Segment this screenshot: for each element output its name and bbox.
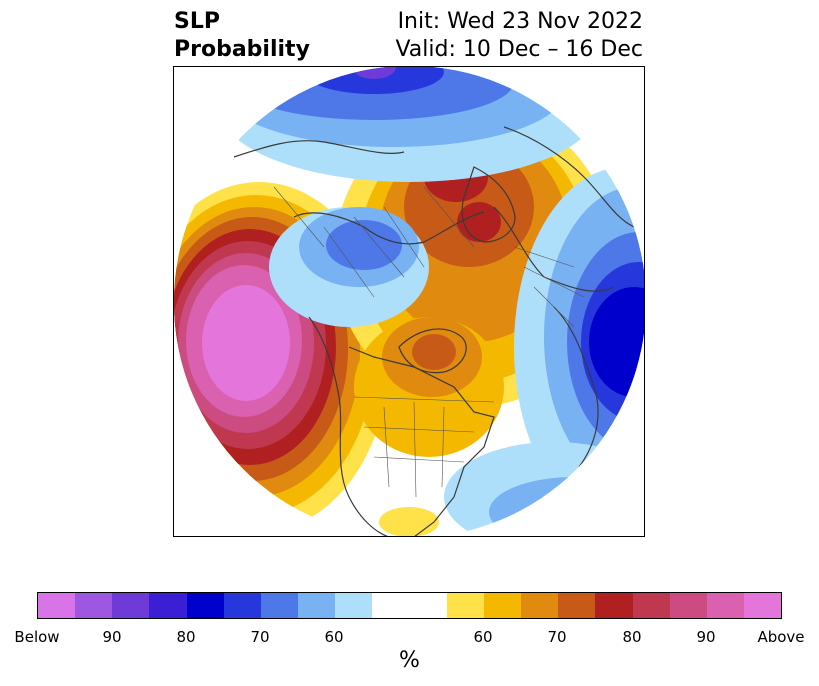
title-line-2: Probability xyxy=(174,37,310,62)
polar-map xyxy=(174,67,644,536)
colorbar-ticks: Below 90 80 70 60 60 70 80 90 Above xyxy=(0,628,819,648)
colorbar-tick-label: Above xyxy=(757,628,805,646)
colorbar-segment xyxy=(483,593,522,618)
colorbar-tick-label: Below xyxy=(14,628,60,646)
colorbar-segment xyxy=(149,593,187,618)
colorbar-segment xyxy=(38,593,76,618)
title-line-1: SLP xyxy=(174,9,220,34)
colorbar-segment xyxy=(595,593,633,618)
init-date: Init: Wed 23 Nov 2022 xyxy=(397,9,643,34)
colorbar-segment xyxy=(298,593,336,618)
colorbar-segment xyxy=(223,593,261,618)
asia-low-region xyxy=(269,207,429,327)
map-panel xyxy=(173,66,645,537)
colorbar-tick-label: 60 xyxy=(324,628,344,646)
colorbar-segment xyxy=(75,593,113,618)
colorbar-segment xyxy=(409,593,447,618)
colorbar-segment xyxy=(335,593,373,618)
colorbar-tick-label: 70 xyxy=(250,628,270,646)
colorbar-segment xyxy=(521,593,559,618)
valid-range: Valid: 10 Dec – 16 Dec xyxy=(395,37,643,62)
colorbar-segment xyxy=(112,593,150,618)
colorbar-tick-label: 80 xyxy=(622,628,642,646)
colorbar-label: % xyxy=(399,648,420,673)
colorbar-tick-label: 70 xyxy=(547,628,567,646)
colorbar-tick-label: 60 xyxy=(473,628,493,646)
colorbar xyxy=(37,592,782,619)
colorbar-tick-label: 80 xyxy=(176,628,196,646)
colorbar-segment xyxy=(706,593,744,618)
colorbar-segment xyxy=(743,593,782,618)
title-left: SLP Probability xyxy=(174,8,310,64)
caribbean-patch xyxy=(379,507,439,536)
europe-low-region xyxy=(514,167,644,527)
borders xyxy=(273,186,585,498)
colorbar-segment xyxy=(186,593,224,618)
colorbar-tick-label: 90 xyxy=(102,628,122,646)
colorbar-segment xyxy=(372,593,410,618)
colorbar-tick-label: 90 xyxy=(696,628,716,646)
colorbar-segment xyxy=(558,593,596,618)
colorbar-segment xyxy=(632,593,670,618)
canada-high-region xyxy=(354,317,504,457)
colorbar-segment xyxy=(669,593,707,618)
coastlines xyxy=(233,126,635,536)
colorbar-segment xyxy=(260,593,299,618)
colorbar-segment xyxy=(446,593,484,618)
title-right: Init: Wed 23 Nov 2022 Valid: 10 Dec – 16… xyxy=(395,8,643,64)
